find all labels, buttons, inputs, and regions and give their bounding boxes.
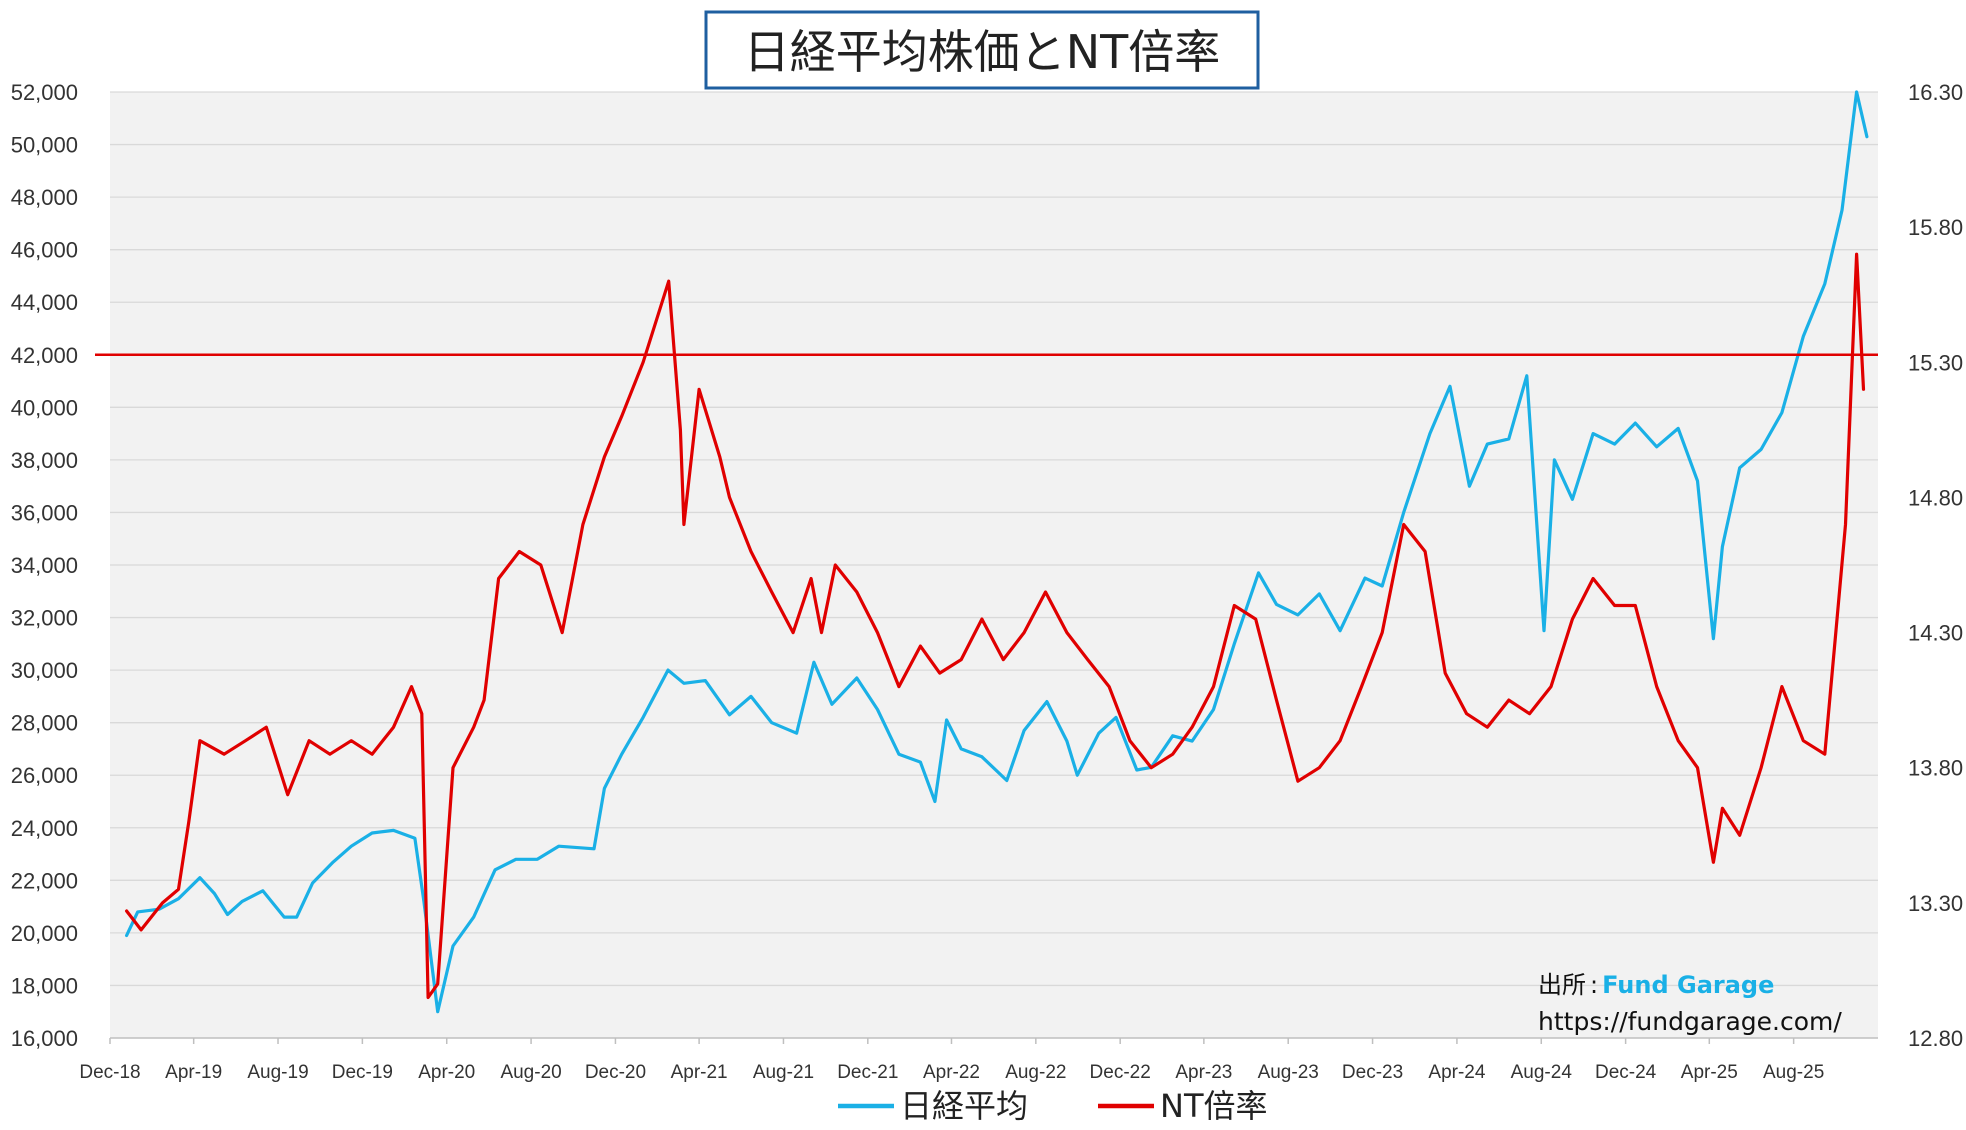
x-tick-label: Aug-22 [1005, 1062, 1066, 1083]
y2-tick-label: 13.30 [1908, 891, 1963, 916]
y-tick-label: 40,000 [11, 395, 78, 420]
x-tick-label: Aug-21 [753, 1062, 814, 1083]
right-axis-ticks: 12.80 13.30 13.80 14.30 14.80 15.30 15.80 16.30 [1908, 80, 1963, 1051]
source-note: 出所: Fund Garage [1538, 971, 1774, 999]
x-tick-label: Dec-24 [1595, 1062, 1657, 1083]
x-tick-label: Aug-19 [247, 1062, 308, 1083]
source-label: 出所 [1538, 971, 1586, 999]
y-tick-label: 18,000 [11, 973, 78, 998]
y-tick-label: 42,000 [11, 343, 78, 368]
y-tick-label: 22,000 [11, 868, 78, 893]
source-url: https://fundgarage.com/ [1538, 1007, 1842, 1036]
x-tick-label: Apr-21 [671, 1062, 728, 1083]
x-tick-label: Dec-23 [1342, 1062, 1403, 1083]
x-tick-label: Aug-25 [1763, 1062, 1824, 1083]
y-tick-label: 50,000 [11, 133, 78, 158]
left-axis-ticks: 16,000 18,000 20,000 22,000 24,000 26,000 28,0… [11, 80, 78, 1051]
y-tick-label: 16,000 [11, 1026, 78, 1051]
y-tick-label: 44,000 [11, 290, 78, 315]
y2-tick-label: 12.80 [1908, 1026, 1963, 1051]
y-tick-label: 34,000 [11, 553, 78, 578]
y-tick-label: 30,000 [11, 658, 78, 683]
y2-tick-label: 16.30 [1908, 80, 1963, 105]
x-tick-label: Apr-25 [1681, 1062, 1738, 1083]
legend-label: 日経平均 [900, 1087, 1028, 1125]
y-tick-label: 28,000 [11, 711, 78, 736]
x-tick-label: Apr-23 [1175, 1062, 1232, 1083]
x-tick-label: Apr-19 [165, 1062, 222, 1083]
y-tick-label: 20,000 [11, 921, 78, 946]
x-axis-ticks: Dec-18 Apr-19 Aug-19 Dec-19 Apr-20 Aug-20 Dec-… [79, 1038, 1824, 1083]
x-tick-label: Apr-20 [418, 1062, 475, 1083]
y-tick-label: 26,000 [11, 763, 78, 788]
source-separator: : [1590, 971, 1598, 999]
x-tick-label: Dec-21 [837, 1062, 898, 1083]
y-tick-label: 52,000 [11, 80, 78, 105]
series-line-nikkei [124, 90, 1869, 1014]
y2-tick-label: 14.80 [1908, 485, 1963, 510]
x-tick-label: Dec-20 [585, 1062, 646, 1083]
x-tick-label: Aug-20 [500, 1062, 561, 1083]
legend: 日経平均 NT倍率 [838, 1087, 1268, 1125]
y-tick-label: 32,000 [11, 606, 78, 631]
x-tick-label: Apr-22 [923, 1062, 980, 1083]
y-tick-label: 38,000 [11, 448, 78, 473]
x-tick-label: Dec-18 [79, 1062, 140, 1083]
y2-tick-label: 14.30 [1908, 621, 1963, 646]
y2-tick-label: 15.80 [1908, 215, 1963, 240]
x-tick-label: Dec-19 [332, 1062, 393, 1083]
chart-title: 日経平均株価とNT倍率 [744, 25, 1221, 79]
source-name: Fund Garage [1602, 971, 1774, 999]
title-box [704, 10, 1260, 90]
y-tick-label: 36,000 [11, 500, 78, 525]
y2-tick-label: 15.30 [1908, 350, 1963, 375]
series-lines [124, 90, 1869, 1014]
x-tick-label: Aug-23 [1258, 1062, 1319, 1083]
y-tick-label: 48,000 [11, 185, 78, 210]
x-tick-label: Aug-24 [1511, 1062, 1573, 1083]
x-tick-label: Apr-24 [1428, 1062, 1485, 1083]
series-line-nt-ratio [124, 252, 1866, 1000]
x-tick-label: Dec-22 [1090, 1062, 1151, 1083]
y-tick-label: 24,000 [11, 816, 78, 841]
y2-tick-label: 13.80 [1908, 756, 1963, 781]
y-tick-label: 46,000 [11, 238, 78, 263]
legend-label: NT倍率 [1160, 1087, 1268, 1125]
